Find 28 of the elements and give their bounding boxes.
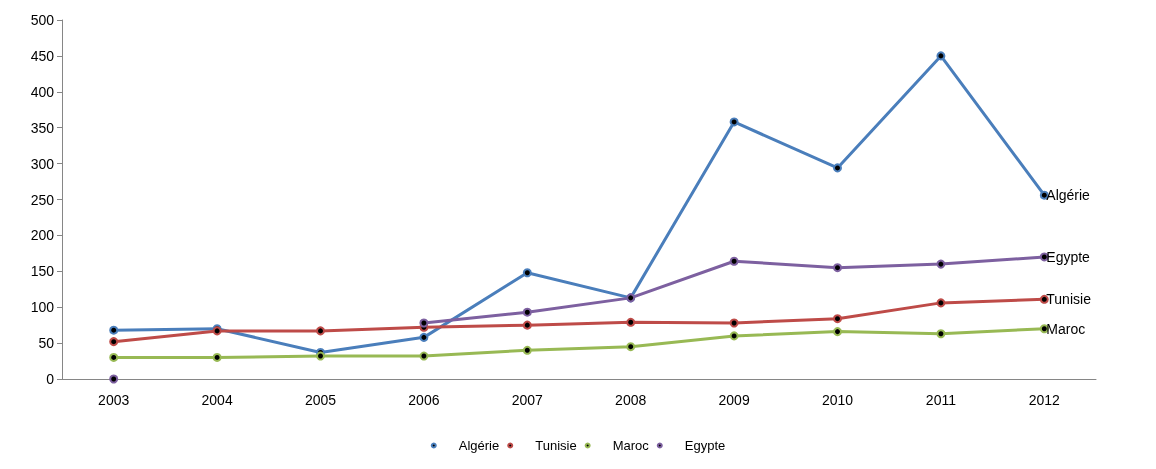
x-tick-label: 2009 (718, 392, 750, 408)
x-tick-label: 2010 (821, 392, 854, 408)
x-tick-label: 2005 (304, 392, 337, 408)
y-tick-label: 450 (30, 47, 55, 64)
x-tick-label: 2007 (511, 392, 544, 408)
x-tick-label: 2004 (201, 392, 233, 408)
y-tick-label: 50 (38, 335, 55, 352)
text: Maroc (1046, 320, 1086, 337)
y-tick-label: 250 (30, 191, 55, 208)
text: Tunisie (1046, 291, 1091, 308)
y-tick-label: 200 (30, 227, 55, 244)
x-tick-label: 2003 (98, 392, 130, 408)
y-tick-label: 300 (30, 155, 55, 172)
y-tick-label: 150 (30, 263, 55, 280)
y-tick-label: 0 (46, 371, 55, 387)
text: Egypte (1046, 248, 1090, 265)
y-tick-label: 100 (30, 299, 55, 316)
x-tick-label: 2006 (408, 392, 440, 408)
x-tick-label: 2008 (615, 392, 647, 408)
legend-label: Egypte (684, 438, 726, 453)
legend-label: Maroc (612, 438, 650, 453)
legend-label: Tunisie (535, 438, 577, 453)
legend-label: Algérie (458, 438, 500, 453)
y-tick-label: 500 (30, 12, 55, 28)
x-tick-label: 2011 (925, 392, 957, 408)
x-tick-label: 2012 (1028, 392, 1061, 408)
y-tick-label: 350 (30, 119, 55, 136)
y-tick-label: 400 (30, 83, 55, 100)
